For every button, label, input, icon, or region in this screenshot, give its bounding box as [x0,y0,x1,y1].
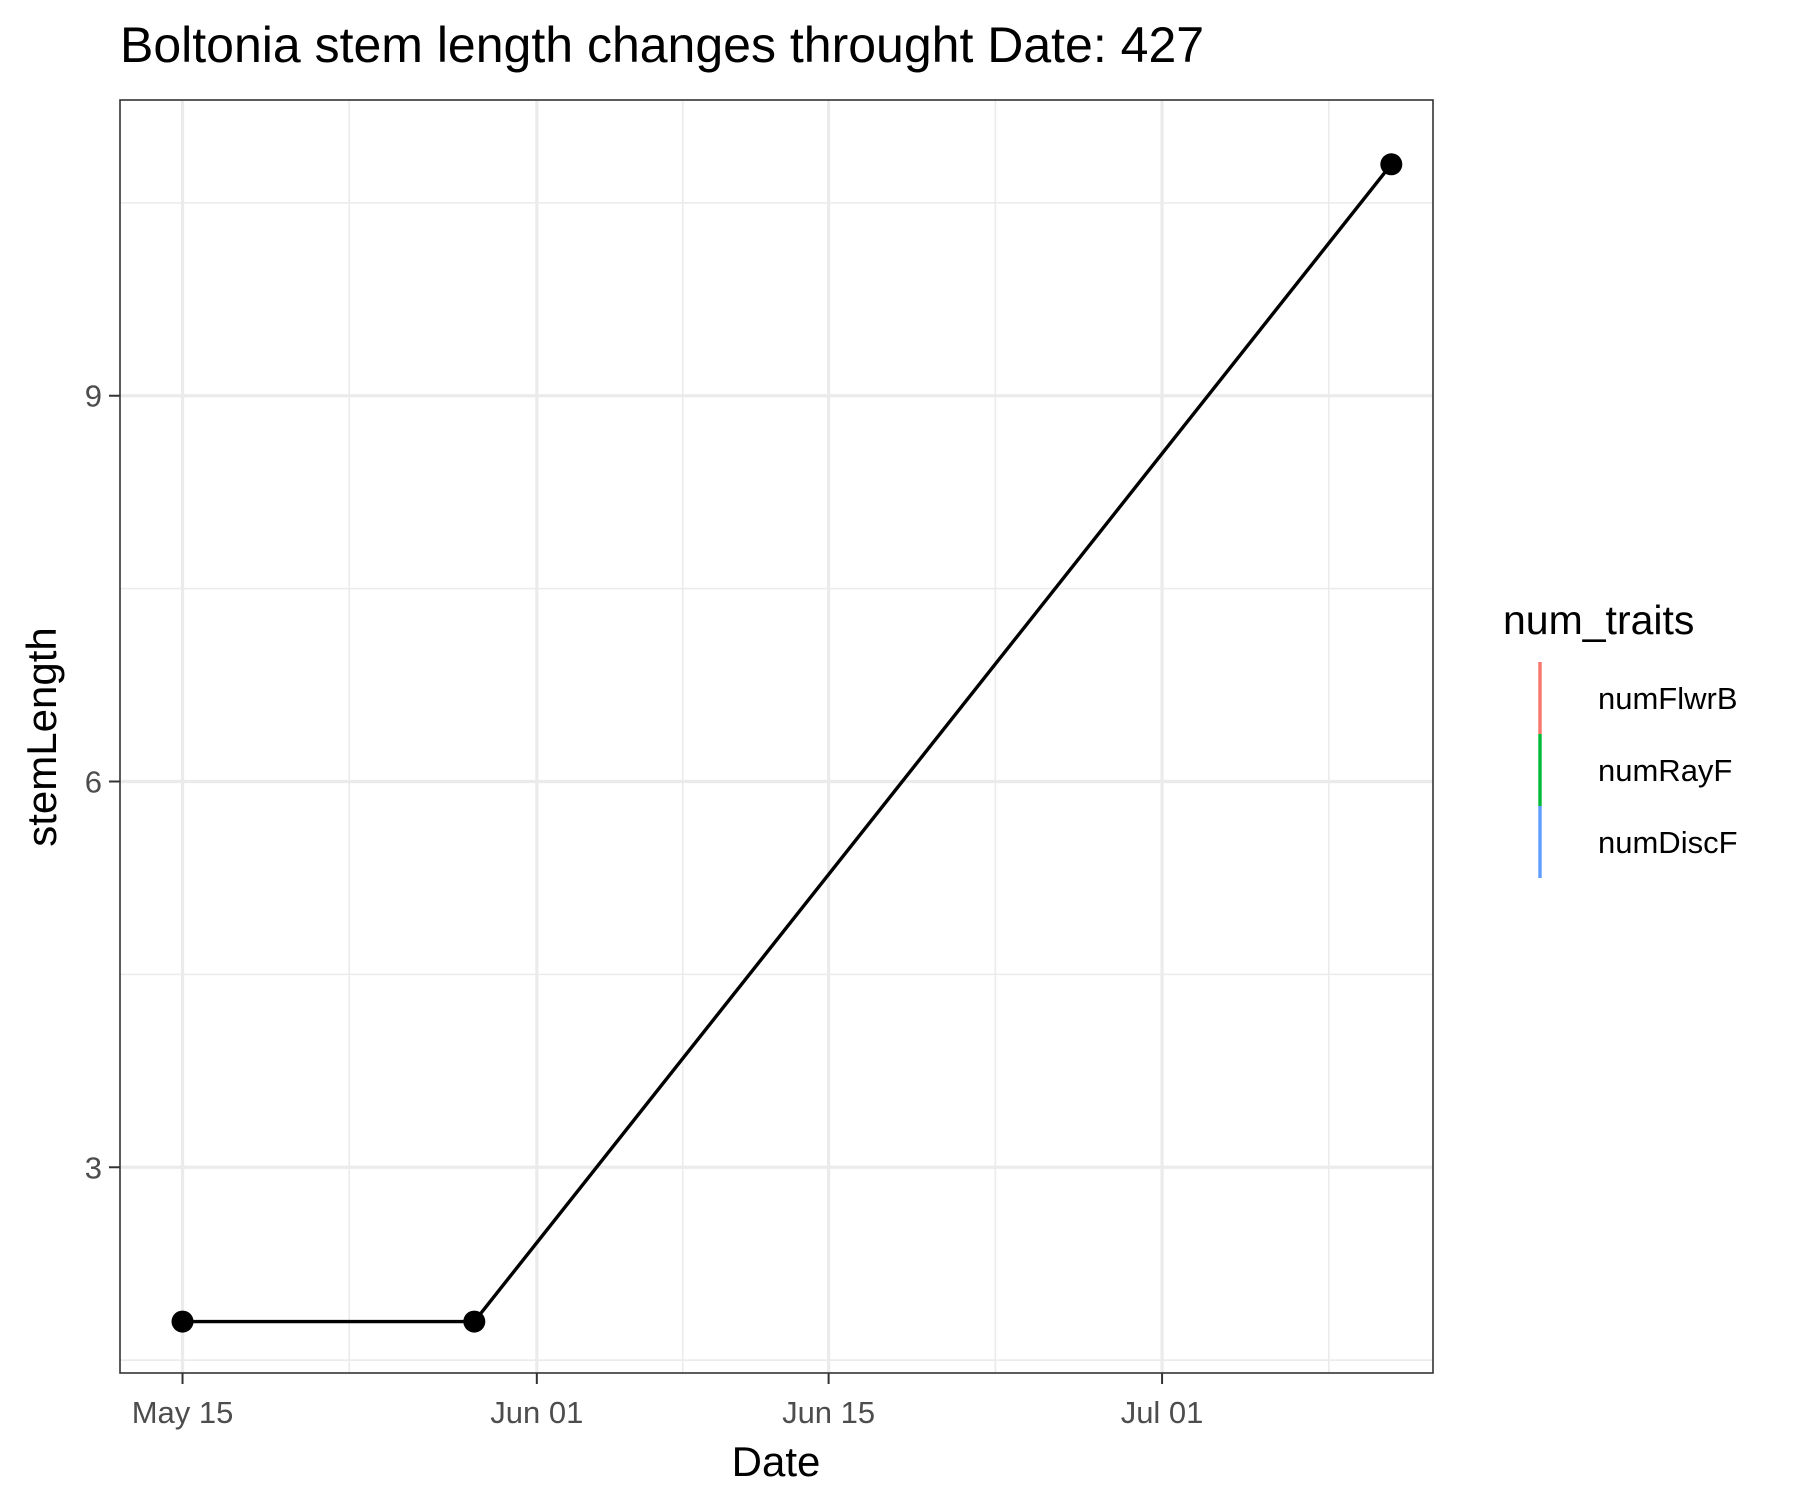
x-tick-label-1: Jun 01 [490,1395,583,1430]
legend-label-0: numFlwrB [1598,681,1738,716]
y-tick-label-2: 9 [85,379,102,414]
x-tick-label-3: Jul 01 [1121,1395,1204,1430]
y-axis-title: stemLength [18,627,65,846]
x-tick-label-0: May 15 [132,1395,234,1430]
legend-label-2: numDiscF [1598,825,1738,860]
x-tick-label-2: Jun 15 [782,1395,875,1430]
y-tick-label-0: 3 [85,1150,102,1185]
legend-title: num_traits [1503,597,1694,643]
major-gridlines [120,100,1433,1373]
x-axis-title: Date [732,1438,821,1485]
legend: num_traits numFlwrB numRayF numDiscF [1503,597,1738,878]
y-tick-label-1: 6 [85,765,102,800]
y-axis: 3 6 9 [85,379,120,1185]
data-point-1 [463,1310,486,1333]
series-line-0 [182,163,1393,1324]
x-axis: May 15 Jun 01 Jun 15 Jul 01 [132,1373,1204,1430]
data-point-2 [1380,153,1403,176]
series-layer [171,153,1403,1333]
plot-panel-border [119,99,1434,1374]
minor-gridlines [120,100,1433,1373]
chart-title: Boltonia stem length changes throught Da… [120,17,1204,73]
data-point-0 [171,1310,194,1333]
legend-label-1: numRayF [1598,753,1732,788]
